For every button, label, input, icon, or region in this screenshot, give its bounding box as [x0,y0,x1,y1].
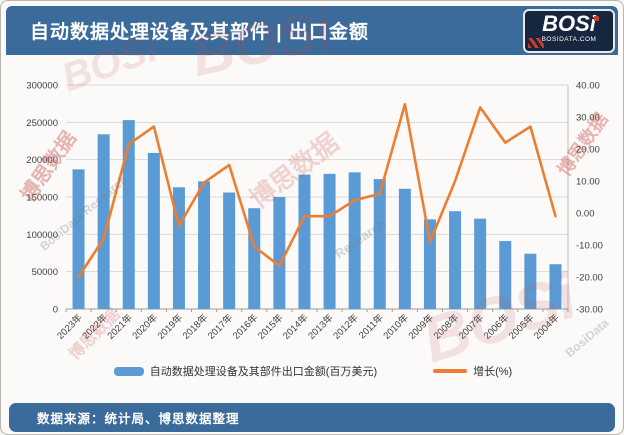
bar-2012年 [348,172,361,309]
bar-2010年 [398,188,411,309]
bar-series-swatch-icon [113,366,144,376]
x-axis-label-2020年: 2020年 [130,311,161,342]
bar-2020年 [147,152,160,309]
bar-2016年 [248,208,261,309]
bar-2005年 [524,253,537,309]
data-source-text: 数据来源：统计局、博思数据整理 [37,412,240,426]
logo-subtext: BOSIDATA.COM [541,36,597,43]
bar-2008年 [449,211,462,309]
left-axis-tick-label: 200000 [26,155,58,166]
x-axis-label-2015年: 2015年 [255,311,286,342]
header-bar: 自动数据处理设备及其部件 | 出口金额 BOSi BOSIDATA.COM [6,6,618,55]
logo-red-dot-icon [594,16,599,21]
line-series-swatch-icon [433,369,468,373]
x-axis-label-2011年: 2011年 [356,311,386,341]
right-axis-tick-label: 20.00 [576,145,600,156]
bar-2023年 [72,169,85,309]
bosi-logo: BOSi BOSIDATA.COM [523,9,615,53]
bar-2017年 [223,192,236,309]
x-axis-label-2007年: 2007年 [456,311,487,342]
legend-label-export-amount: 自动数据处理设备及其部件出口金额(百万美元) [149,366,378,378]
left-axis-tick-label: 100000 [26,230,58,241]
right-axis-tick-label: 0.00 [576,209,595,220]
right-axis-tick-label: 30.00 [576,113,600,124]
x-axis-label-2016年: 2016年 [230,311,261,342]
x-axis-label-2021年: 2021年 [105,311,136,342]
chart-legend: 自动数据处理设备及其部件出口金额(百万美元) 增长(%) [1,363,623,379]
bar-2004年 [549,264,562,309]
right-axis-tick-label: -20.00 [576,273,603,284]
x-axis-label-2013年: 2013年 [306,311,337,342]
x-axis-label-2010年: 2010年 [381,311,412,342]
logo-stripes-icon [528,38,544,48]
bar-2007年 [474,218,487,309]
bar-2018年 [198,181,211,309]
legend-label-growth: 增长(%) [473,366,513,378]
bar-2009年 [423,219,436,309]
left-axis-tick-label: 250000 [26,118,58,129]
footer-bar: 数据来源：统计局、博思数据整理 [9,403,615,432]
right-axis-tick-label: 10.00 [576,177,600,188]
combo-chart: 300000 250000 200000 150000 100000 50000 0 40.0… [26,81,603,342]
x-axis-label-2005年: 2005年 [506,311,537,342]
bar-2021年 [122,120,135,309]
bar-2014年 [298,174,311,309]
left-axis-tick-label: 0 [53,305,58,316]
right-axis-tick-label: -10.00 [576,241,603,252]
left-axis-tick-label: 50000 [32,267,58,278]
bar-2006年 [499,241,512,309]
page-title: 自动数据处理设备及其部件 | 出口金额 [30,22,369,43]
left-axis-tick-label: 150000 [26,193,58,204]
x-axis-label-2014年: 2014年 [280,311,311,342]
left-axis-tick-label: 300000 [26,81,58,92]
x-axis-label-2019年: 2019年 [155,311,186,342]
bar-2011年 [373,179,386,309]
x-axis-label-2023年: 2023年 [55,311,86,342]
bar-2022年 [97,134,110,309]
x-axis-label-2017年: 2017年 [205,311,236,342]
x-axis-label-2018年: 2018年 [180,311,211,342]
bar-2013年 [323,173,336,309]
x-axis-label-2004年: 2004年 [531,311,562,342]
logo-text: BOSi [542,11,596,36]
growth-line [77,102,557,279]
x-axis-label-2006年: 2006年 [481,311,512,342]
x-axis-label-2008年: 2008年 [431,311,462,342]
legend-item-export-amount: 自动数据处理设备及其部件出口金额(百万美元) [113,363,378,379]
x-axis-label-2012年: 2012年 [331,311,362,342]
right-axis-tick-label: -30.00 [576,305,603,316]
x-axis-label-2022年: 2022年 [80,311,111,342]
x-axis-label-2009年: 2009年 [406,311,437,342]
right-axis-tick-label: 40.00 [576,81,600,92]
legend-item-growth: 增长(%) [433,363,512,379]
bar-2015年 [273,197,286,309]
